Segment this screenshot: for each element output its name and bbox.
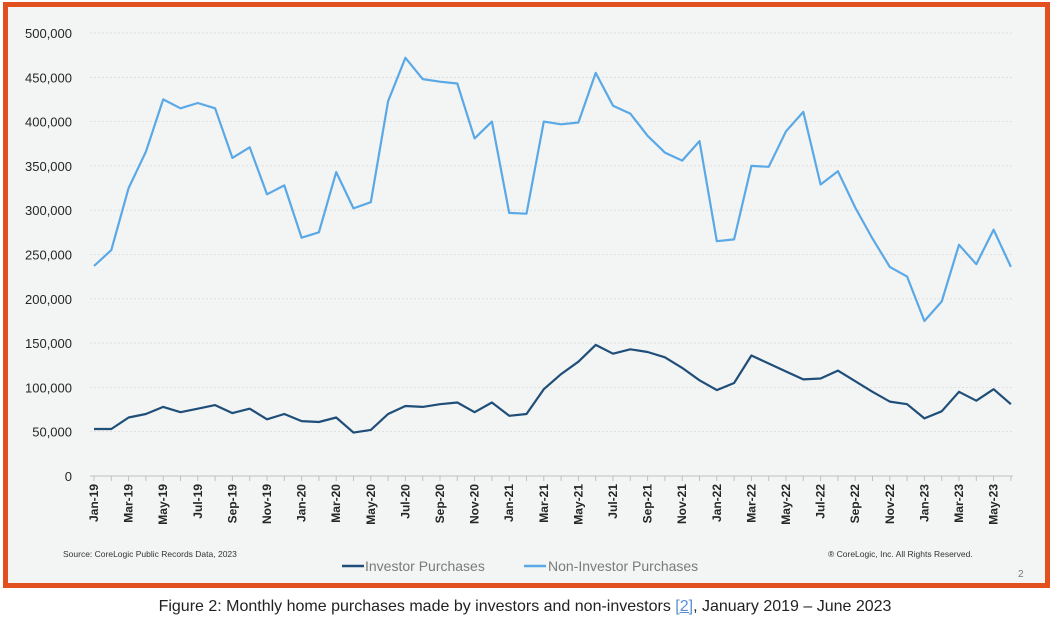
reference-link[interactable]: [2]: [675, 598, 694, 615]
y-tick-label: 300,000: [25, 203, 72, 218]
investor-purchases-line: [94, 343, 1012, 434]
caption-text-end: , January 2019 – June 2023: [693, 598, 892, 615]
grid: [90, 32, 1013, 433]
axes: [90, 475, 1013, 481]
x-tick-label: Sep-22: [848, 484, 862, 524]
x-tick-label: Mar-21: [537, 484, 551, 523]
x-tick-label: Sep-21: [641, 484, 655, 524]
x-tick-label: Nov-19: [260, 484, 274, 524]
y-tick-label: 250,000: [25, 248, 72, 263]
x-tick-label: Jul-21: [606, 484, 620, 519]
copyright-note: ® CoreLogic, Inc. All Rights Reserved.: [828, 549, 973, 559]
legend: Investor Purchases Non-Investor Purchase…: [342, 558, 698, 574]
x-tick-label: Jan-21: [502, 484, 516, 522]
y-tick-label: 100,000: [25, 380, 72, 395]
x-tick-label: Nov-22: [883, 484, 897, 524]
x-tick-label: Jan-22: [710, 484, 724, 522]
x-tick-label: Jul-22: [814, 484, 828, 519]
legend-label-non-investor: Non-Investor Purchases: [548, 558, 698, 574]
chart: 0 50,000 100,000 150,000 200,000 250,000 300,0…: [25, 26, 1024, 580]
x-tick-label: Jul-20: [398, 484, 412, 519]
x-tick-label: Mar-22: [744, 484, 758, 523]
legend-label-investor: Investor Purchases: [365, 558, 485, 574]
x-tick-label: Mar-19: [122, 484, 136, 523]
series: [93, 56, 1012, 434]
x-tick-label: May-21: [571, 484, 585, 525]
x-tick-label: May-20: [364, 484, 378, 525]
x-tick-label: Nov-21: [675, 484, 689, 524]
x-tick-label: Nov-20: [468, 484, 482, 524]
non-investor-purchases-line: [93, 56, 1012, 323]
caption-text-start: Figure 2: Monthly home purchases made by…: [158, 598, 676, 615]
x-tick-label: Mar-23: [952, 484, 966, 523]
x-tick-label: May-19: [156, 484, 170, 525]
x-tick-label: Jan-20: [295, 484, 309, 522]
x-tick-label: May-22: [779, 484, 793, 525]
x-tick-label: Sep-19: [225, 484, 239, 524]
labels: 0 50,000 100,000 150,000 200,000 250,000 300,0…: [25, 26, 1001, 525]
y-tick-label: 200,000: [25, 292, 72, 307]
x-tick-label: Mar-20: [329, 484, 343, 523]
x-tick-label: Sep-20: [433, 484, 447, 524]
y-tick-label: 400,000: [25, 115, 72, 130]
chart-frame: 0 50,000 100,000 150,000 200,000 250,000 300,0…: [3, 2, 1050, 588]
y-tick-label: 150,000: [25, 336, 72, 351]
page-number: 2: [1018, 569, 1024, 580]
y-tick-label: 0: [65, 469, 72, 484]
source-note: Source: CoreLogic Public Records Data, 2…: [63, 549, 237, 559]
x-tick-label: May-23: [987, 484, 1001, 525]
y-tick-label: 50,000: [32, 425, 72, 440]
y-tick-label: 500,000: [25, 26, 72, 41]
x-tick-label: Jan-23: [917, 484, 931, 522]
y-tick-label: 450,000: [25, 70, 72, 85]
x-tick-label: Jan-19: [87, 484, 101, 522]
x-tick-label: Jul-19: [191, 484, 205, 519]
figure-caption: Figure 2: Monthly home purchases made by…: [0, 598, 1050, 616]
y-tick-label: 350,000: [25, 159, 72, 174]
